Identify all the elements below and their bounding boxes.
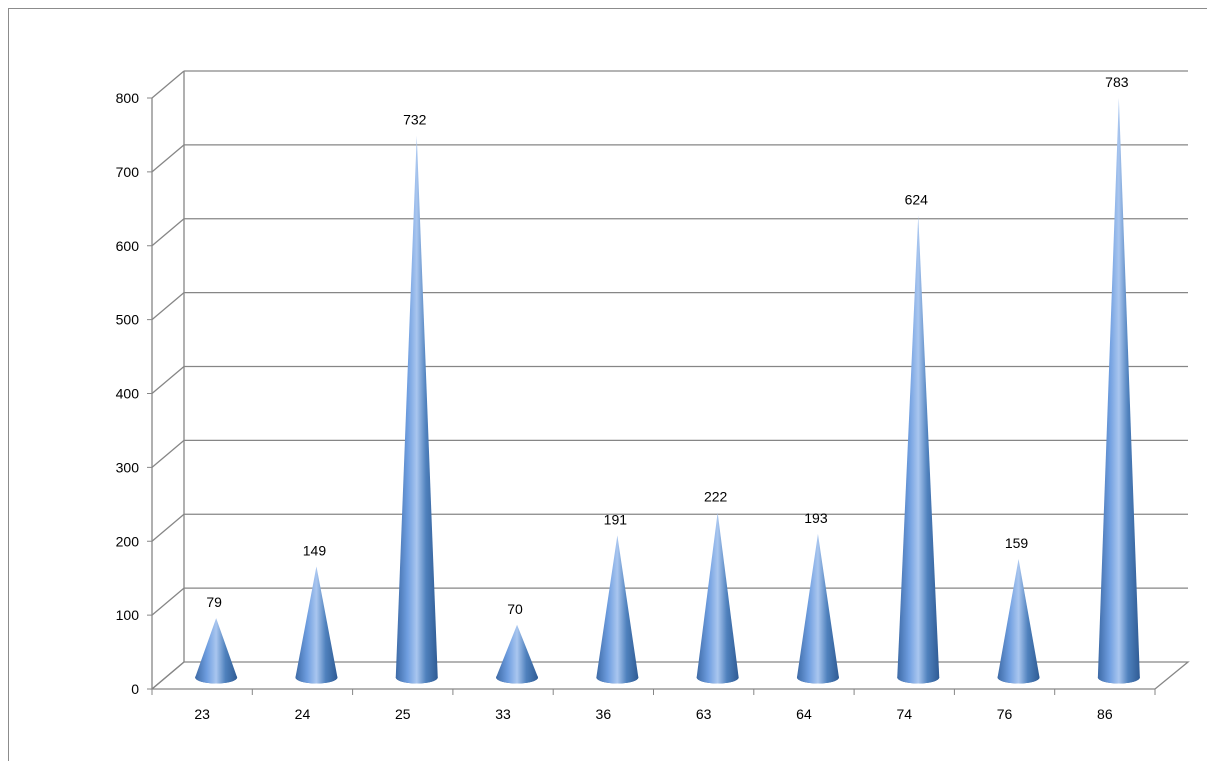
gridline-depth [151, 366, 185, 394]
cone-body [1097, 98, 1140, 684]
x-tick-label: 24 [295, 706, 311, 722]
y-axis-tick-labels: 0 100 200 300 400 500 600 700 800 [116, 90, 140, 697]
y-tick-label: 500 [116, 312, 140, 328]
data-label: 624 [905, 192, 929, 208]
y-tick-label: 700 [116, 164, 140, 180]
cone-74 [897, 215, 940, 684]
cone-body [496, 624, 539, 684]
x-tick-label: 63 [696, 706, 712, 722]
cone-body [195, 618, 238, 684]
y-tick-label: 300 [116, 459, 140, 475]
data-label: 222 [704, 488, 728, 504]
x-tick-label: 36 [596, 706, 612, 722]
x-tick-label: 74 [896, 706, 912, 722]
x-tick-label: 76 [997, 706, 1013, 722]
cone-body [897, 215, 940, 684]
x-tick-label: 64 [796, 706, 812, 722]
gridline-depth [151, 587, 185, 616]
data-label: 149 [303, 542, 327, 558]
x-tick-label: 25 [395, 706, 411, 722]
cone-86 [1097, 98, 1140, 684]
y-tick-label: 100 [116, 607, 140, 623]
cone-body [997, 559, 1040, 684]
data-label: 783 [1105, 74, 1129, 90]
gridline-depth [151, 292, 185, 321]
cone-body [696, 512, 739, 684]
cone-64 [796, 533, 839, 684]
cone-24 [295, 566, 338, 684]
y-tick-label: 400 [116, 386, 140, 402]
gridline-depth [151, 439, 185, 468]
cone-36 [596, 535, 639, 684]
x-tick-label: 33 [495, 706, 511, 722]
data-label: 732 [403, 112, 427, 128]
data-label: 70 [507, 601, 523, 617]
y-tick-label: 0 [131, 681, 139, 697]
y-tick-label: 800 [116, 90, 140, 106]
y-tick-label: 200 [116, 533, 140, 549]
gridlines [151, 70, 1188, 690]
cone-63 [696, 512, 739, 684]
gridline-depth [151, 513, 185, 542]
cone-body [596, 535, 639, 684]
data-label: 79 [206, 594, 222, 610]
cone-body [295, 566, 338, 684]
x-tick-label: 86 [1097, 706, 1113, 722]
data-label: 193 [804, 510, 828, 526]
cone-25 [395, 135, 438, 684]
axes [147, 71, 1190, 695]
data-labels: 79 149 732 70 191 222 193 624 159 783 [206, 74, 1128, 617]
gridline-depth [151, 144, 185, 173]
cones [195, 98, 1140, 684]
cone-body [395, 135, 438, 684]
gridline-depth [151, 218, 185, 247]
y-tick-label: 600 [116, 238, 140, 254]
cone-body [796, 533, 839, 684]
cone-23 [195, 618, 238, 684]
cone-33 [496, 624, 539, 684]
x-tick-label: 23 [194, 706, 210, 722]
data-label: 191 [604, 511, 628, 527]
x-axis-tick-labels: 23 24 25 33 36 63 64 74 76 86 [194, 706, 1112, 722]
data-label: 159 [1005, 535, 1029, 551]
floor [150, 661, 1190, 690]
cone-76 [997, 559, 1040, 684]
gridline-depth [151, 70, 185, 99]
